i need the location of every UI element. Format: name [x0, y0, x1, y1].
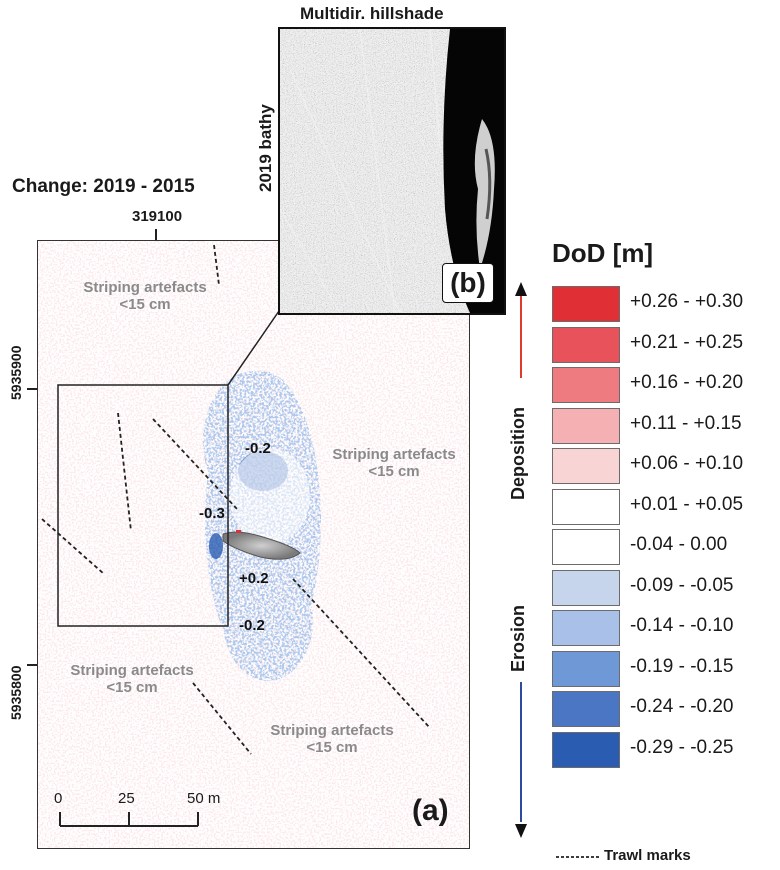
hillshade-side-label: 2019 bathy	[256, 104, 275, 192]
legend-swatch	[552, 407, 620, 444]
panel-label-a: (a)	[412, 794, 449, 827]
legend-arrows	[515, 282, 527, 838]
value-label-minus02-top: -0.2	[245, 440, 271, 457]
legend-swatch-label: +0.06 - +0.10	[630, 453, 744, 474]
easting-tick	[155, 229, 157, 240]
scale-tick-0: 0	[54, 790, 63, 807]
legend-swatch-label: -0.04 - 0.00	[630, 534, 728, 555]
legend-swatch-label: +0.11 - +0.15	[630, 412, 742, 434]
hillshade-title: Multidir. hillshade	[300, 4, 444, 23]
striping-label-3: Striping artefacts <15 cm	[46, 662, 218, 696]
dod-raster	[38, 241, 469, 848]
legend-swatch-label: -0.19 - -0.15	[630, 655, 734, 677]
dod-map	[37, 240, 470, 849]
legend-swatch	[552, 731, 620, 768]
striping-label-2-line2: <15 cm	[368, 463, 420, 480]
legend-swatch	[552, 367, 620, 403]
legend-swatch-label: -0.29 - -0.25	[630, 736, 734, 758]
legend-swatch	[552, 650, 620, 687]
legend-swatch	[552, 691, 620, 727]
legend-title: DoD [m]	[552, 238, 654, 268]
legend-swatch	[552, 488, 620, 525]
trawl-legend-label: Trawl marks	[604, 847, 691, 864]
striping-label-2: Striping artefacts <15 cm	[308, 446, 480, 480]
map-title: Change: 2019 - 2015	[12, 176, 195, 197]
legend-swatch-label: +0.21 - +0.25	[630, 331, 744, 353]
trawl-legend-line	[556, 856, 600, 858]
erosion-label: Erosion	[508, 604, 528, 672]
northing-tick-upper	[27, 388, 37, 390]
striping-label-3-line1: Striping artefacts	[70, 662, 194, 679]
value-label-minus02-bottom: -0.2	[239, 617, 265, 634]
striping-label-4: Striping artefacts <15 cm	[246, 722, 418, 756]
legend-swatch-label: +0.26 - +0.30	[630, 291, 744, 312]
legend-swatch-label: -0.14 - -0.10	[630, 615, 734, 636]
hillshade-image	[280, 29, 504, 313]
striping-label-1: Striping artefacts <15 cm	[60, 279, 230, 313]
value-label-plus02: +0.2	[239, 570, 269, 587]
northing-label-lower: 5935800	[8, 665, 24, 720]
northing-tick-lower	[27, 664, 37, 666]
easting-label: 319100	[132, 208, 183, 225]
legend-swatch	[552, 286, 620, 322]
legend-swatch-label: -0.09 - -0.05	[630, 574, 734, 596]
striping-label-4-line2: <15 cm	[306, 739, 358, 756]
panel-label-b: (b)	[442, 263, 494, 303]
legend-swatch	[552, 326, 620, 363]
legend-swatch	[552, 448, 620, 484]
legend-swatch-label: -0.24 - -0.20	[630, 696, 734, 717]
value-label-minus03: -0.3	[199, 505, 225, 522]
legend-swatch	[552, 529, 620, 565]
legend-swatch-label: +0.01 - +0.05	[630, 493, 744, 515]
striping-label-4-line1: Striping artefacts	[270, 722, 394, 739]
scale-tick-50: 50 m	[187, 790, 221, 807]
hillshade-inset	[278, 27, 506, 315]
northing-label-upper: 5935900	[8, 345, 24, 400]
striping-label-1-line2: <15 cm	[119, 296, 171, 313]
legend-swatch	[552, 569, 620, 606]
striping-label-1-line1: Striping artefacts	[83, 279, 207, 296]
legend-swatch-label: +0.16 - +0.20	[630, 372, 744, 393]
striping-label-3-line2: <15 cm	[106, 679, 158, 696]
scale-tick-25: 25	[118, 790, 135, 807]
striping-label-2-line1: Striping artefacts	[332, 446, 456, 463]
deposition-label: Deposition	[508, 407, 528, 500]
legend-swatch	[552, 610, 620, 646]
scale-bar	[59, 812, 199, 827]
